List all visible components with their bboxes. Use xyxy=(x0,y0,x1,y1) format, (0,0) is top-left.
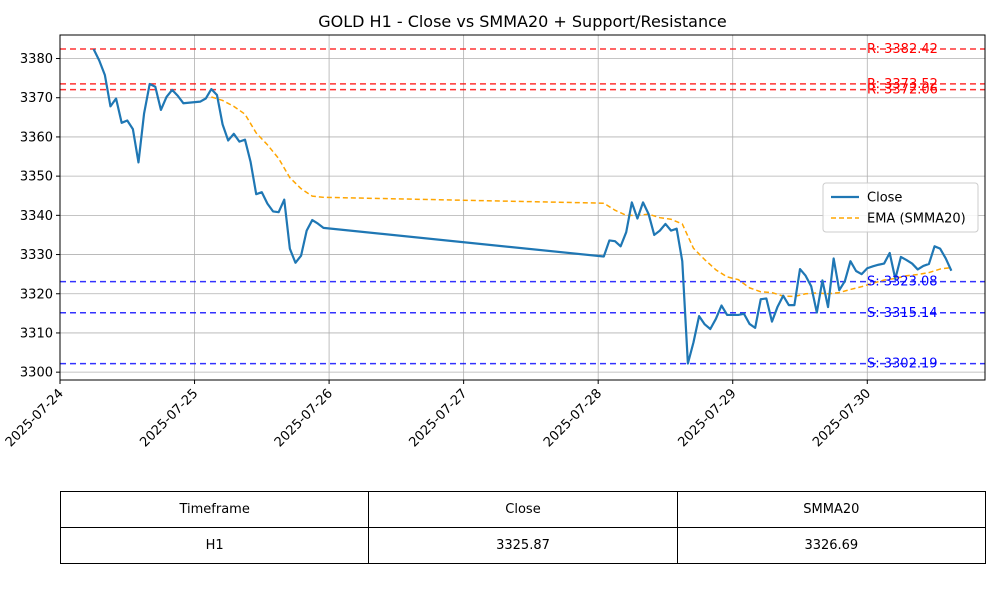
cell-timeframe: H1 xyxy=(59,527,370,564)
summary-table: Timeframe Close SMMA20 H1 3325.87 3326.6… xyxy=(59,491,987,564)
y-tick-label: 3320 xyxy=(20,287,53,302)
y-tick-label: 3300 xyxy=(20,366,53,381)
close-series-line xyxy=(92,48,953,365)
y-tick-label: 3380 xyxy=(20,52,53,67)
plot-frame xyxy=(59,34,986,381)
tick-labels: 3300 3310 3320 3330 3340 3350 3360 3370 3380 2025… xyxy=(3,52,874,450)
y-tick-label: 3370 xyxy=(20,91,53,106)
x-tick-label: 2025-07-27 xyxy=(406,386,470,450)
x-tick-label: 2025-07-30 xyxy=(810,386,874,450)
y-tick-label: 3340 xyxy=(20,209,53,224)
price-chart: GOLD H1 - Close vs SMMA20 + Support/Resi… xyxy=(3,12,986,450)
header-smma20: SMMA20 xyxy=(676,491,987,528)
header-timeframe: Timeframe xyxy=(59,491,370,528)
legend: Close EMA (SMMA20) xyxy=(822,182,979,233)
chart-title: GOLD H1 - Close vs SMMA20 + Support/Resi… xyxy=(318,12,727,31)
support-label: S: 3315.14 xyxy=(867,306,938,321)
x-tick-label: 2025-07-24 xyxy=(3,386,67,450)
cell-close: 3325.87 xyxy=(368,527,678,564)
resistance-label: R: 3373.52 xyxy=(867,77,938,92)
table-header-row: Timeframe Close SMMA20 xyxy=(59,491,987,528)
resistance-label: R: 3372.06 xyxy=(867,83,938,98)
summary-table-wrap: Timeframe Close SMMA20 H1 3325.87 3326.6… xyxy=(59,491,987,564)
level-labels: R: 3382.42 R: 3373.52R: 3372.06 S: 3323.08… xyxy=(867,42,938,372)
table-row: H1 3325.87 3326.69 xyxy=(59,527,987,564)
support-resistance-lines xyxy=(60,48,985,365)
cell-smma20: 3326.69 xyxy=(676,527,987,564)
support-label: S: 3323.08 xyxy=(867,275,938,290)
legend-box xyxy=(822,182,979,233)
x-tick-label: 2025-07-28 xyxy=(541,386,605,450)
resistance-label: R: 3382.42 xyxy=(867,42,938,57)
y-tick-label: 3330 xyxy=(20,248,53,263)
y-tick-label: 3310 xyxy=(20,326,53,341)
series-lines xyxy=(92,48,953,365)
axes xyxy=(59,34,986,381)
smma20-series-line xyxy=(211,96,952,298)
x-tick-label: 2025-07-26 xyxy=(272,386,336,450)
header-close: Close xyxy=(368,491,678,528)
support-label: S: 3302.19 xyxy=(867,357,938,372)
grid xyxy=(59,35,985,380)
x-tick-label: 2025-07-25 xyxy=(137,386,201,450)
legend-label: Close xyxy=(867,191,902,206)
legend-label: EMA (SMMA20) xyxy=(867,212,966,227)
x-tick-label: 2025-07-29 xyxy=(676,386,740,450)
y-tick-label: 3360 xyxy=(20,130,53,145)
y-tick-label: 3350 xyxy=(20,170,53,185)
